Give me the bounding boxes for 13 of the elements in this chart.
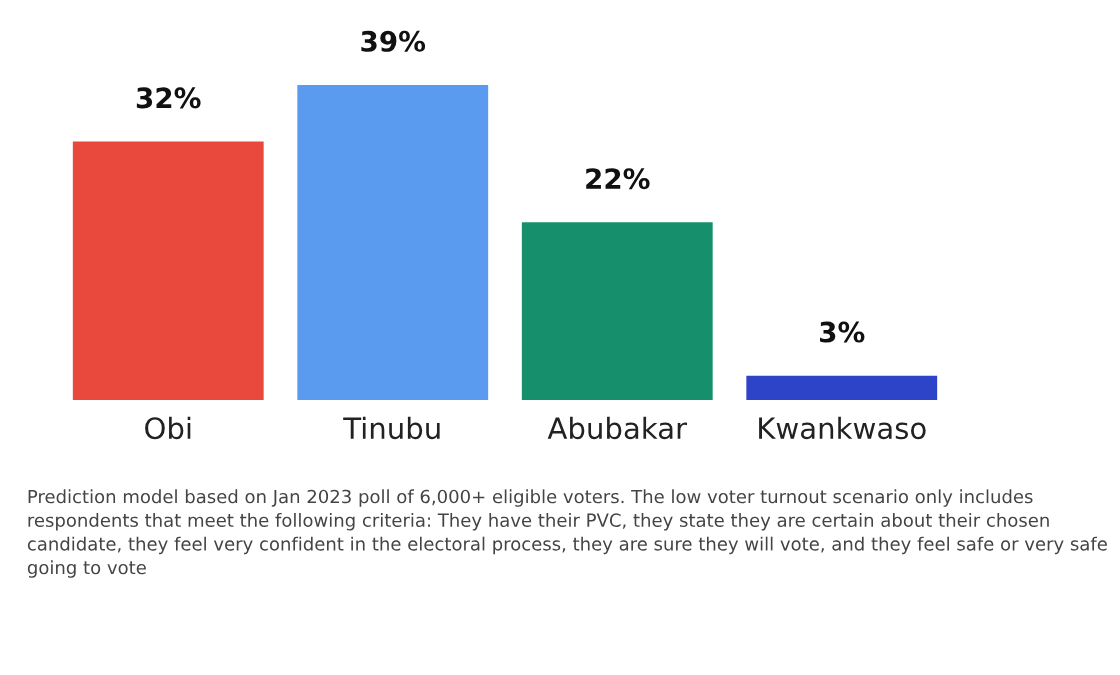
data-label: 32% (136, 87, 201, 109)
data-label: 3% (820, 321, 865, 343)
text: Prediction model based on Jan 2023 poll of 6,000+ eligible voters. The low voter turnout scenario only includes respondents that meet the following criteria: They have their PVC, they state they are certain about their chosen candidate, they feel very confident in the electoral process, they are sure they will vote, and they feel safe or very safe going to vote (27, 489, 1107, 578)
data-label: 39% (361, 30, 426, 52)
data-label: 22% (586, 168, 650, 190)
x-tick-label: Obi (145, 416, 191, 440)
bar (746, 375, 938, 400)
bar (521, 222, 713, 400)
bar (297, 85, 489, 400)
bar (72, 141, 264, 400)
x-tick-label: Tinubu (343, 416, 440, 440)
x-tick-label: Abubakar (547, 416, 688, 440)
x-tick-label: Kwankwaso (759, 416, 926, 440)
